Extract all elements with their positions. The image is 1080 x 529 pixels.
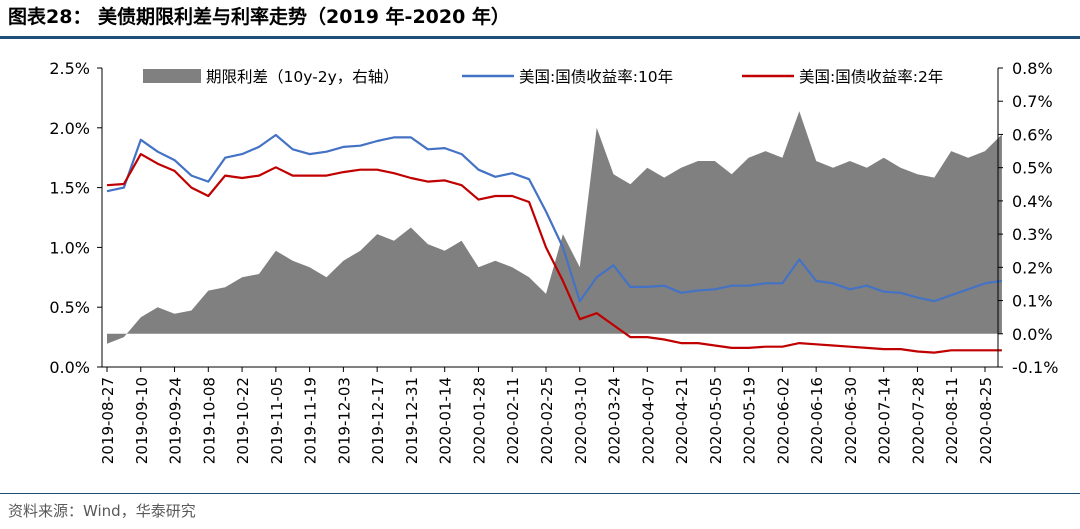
x-tick-label: 2020-05-05 [707, 377, 725, 464]
x-tick-label: 2019-12-17 [369, 377, 387, 464]
x-tick-label: 2020-08-25 [977, 377, 995, 464]
left-y-tick-label: 0.5% [49, 298, 90, 317]
x-tick-label: 2020-07-28 [909, 377, 927, 464]
x-tick-label: 2020-04-21 [673, 377, 691, 464]
series-area-term-spread [107, 111, 1002, 344]
right-y-tick-label: 0.0% [1012, 325, 1053, 344]
x-tick-label: 2020-05-19 [741, 377, 759, 464]
left-y-tick-label: 2.0% [49, 119, 90, 138]
left-y-tick-label: 2.5% [49, 59, 90, 78]
legend-term-spread-label: 期限利差（10y-2y，右轴） [206, 68, 399, 86]
x-tick-label: 2019-12-31 [403, 377, 421, 464]
right-y-tick-label: 0.6% [1012, 125, 1053, 144]
x-tick-label: 2019-09-24 [167, 377, 185, 464]
right-y-tick-label: 0.1% [1012, 292, 1053, 311]
x-tick-label: 2020-02-11 [504, 377, 522, 464]
legend-2y-yield-label: 美国:国债收益率:2年 [799, 68, 943, 86]
x-tick-label: 2020-04-07 [639, 377, 657, 464]
x-tick-label: 2020-06-30 [842, 377, 860, 464]
yield-spread-chart: 0.0% 0.5% 1.0% 1.5% 2.0% 2.5% -0.1% 0.0% 0.1% 0.2… [49, 59, 1058, 464]
x-tick-label: 2019-09-10 [133, 377, 151, 464]
right-y-tick-label: 0.2% [1012, 258, 1053, 277]
x-tick-label: 2020-02-25 [538, 377, 556, 464]
page-title: 图表28： 美债期限利差与利率走势（2019 年-2020 年） [8, 6, 510, 28]
series-line-2y-yield [106, 152, 1002, 354]
left-y-tick-label: 1.5% [49, 179, 90, 198]
x-tick-label: 2020-01-14 [437, 377, 455, 464]
x-tick-label: 2019-11-05 [268, 377, 286, 464]
x-tick-label: 2019-08-27 [99, 377, 117, 464]
left-y-tick-label: 0.0% [49, 358, 90, 377]
right-y-tick-label: 0.4% [1012, 192, 1053, 211]
legend-10y-yield-label: 美国:国债收益率:10年 [519, 68, 673, 86]
x-tick-label: 2020-06-16 [808, 377, 826, 464]
right-y-tick-label: 0.3% [1012, 225, 1053, 244]
x-tick-label: 2020-03-10 [572, 377, 590, 464]
x-tick-label: 2020-07-14 [876, 377, 894, 464]
series-line-10y-yield [106, 133, 1003, 303]
right-y-tick-label: -0.1% [1012, 358, 1058, 377]
source-note: 资料来源：Wind，华泰研究 [8, 502, 196, 520]
legend-term-spread-swatch [143, 69, 201, 83]
left-y-tick-label: 1.0% [49, 238, 90, 257]
title-divider [0, 36, 1080, 39]
x-tick-label: 2019-10-22 [234, 377, 252, 464]
right-y-tick-label: 0.8% [1012, 59, 1053, 78]
x-tick-label: 2020-03-24 [606, 377, 624, 464]
right-y-tick-label: 0.5% [1012, 159, 1053, 178]
source-divider [0, 493, 1080, 494]
right-y-tick-label: 0.7% [1012, 92, 1053, 111]
x-tick-label: 2019-10-08 [200, 377, 218, 464]
x-tick-label: 2020-06-02 [774, 377, 792, 464]
x-tick-label: 2019-11-19 [302, 377, 320, 464]
x-tick-label: 2020-01-28 [470, 377, 488, 464]
x-tick-label: 2019-12-03 [335, 377, 353, 464]
x-tick-label: 2020-08-11 [943, 377, 961, 464]
